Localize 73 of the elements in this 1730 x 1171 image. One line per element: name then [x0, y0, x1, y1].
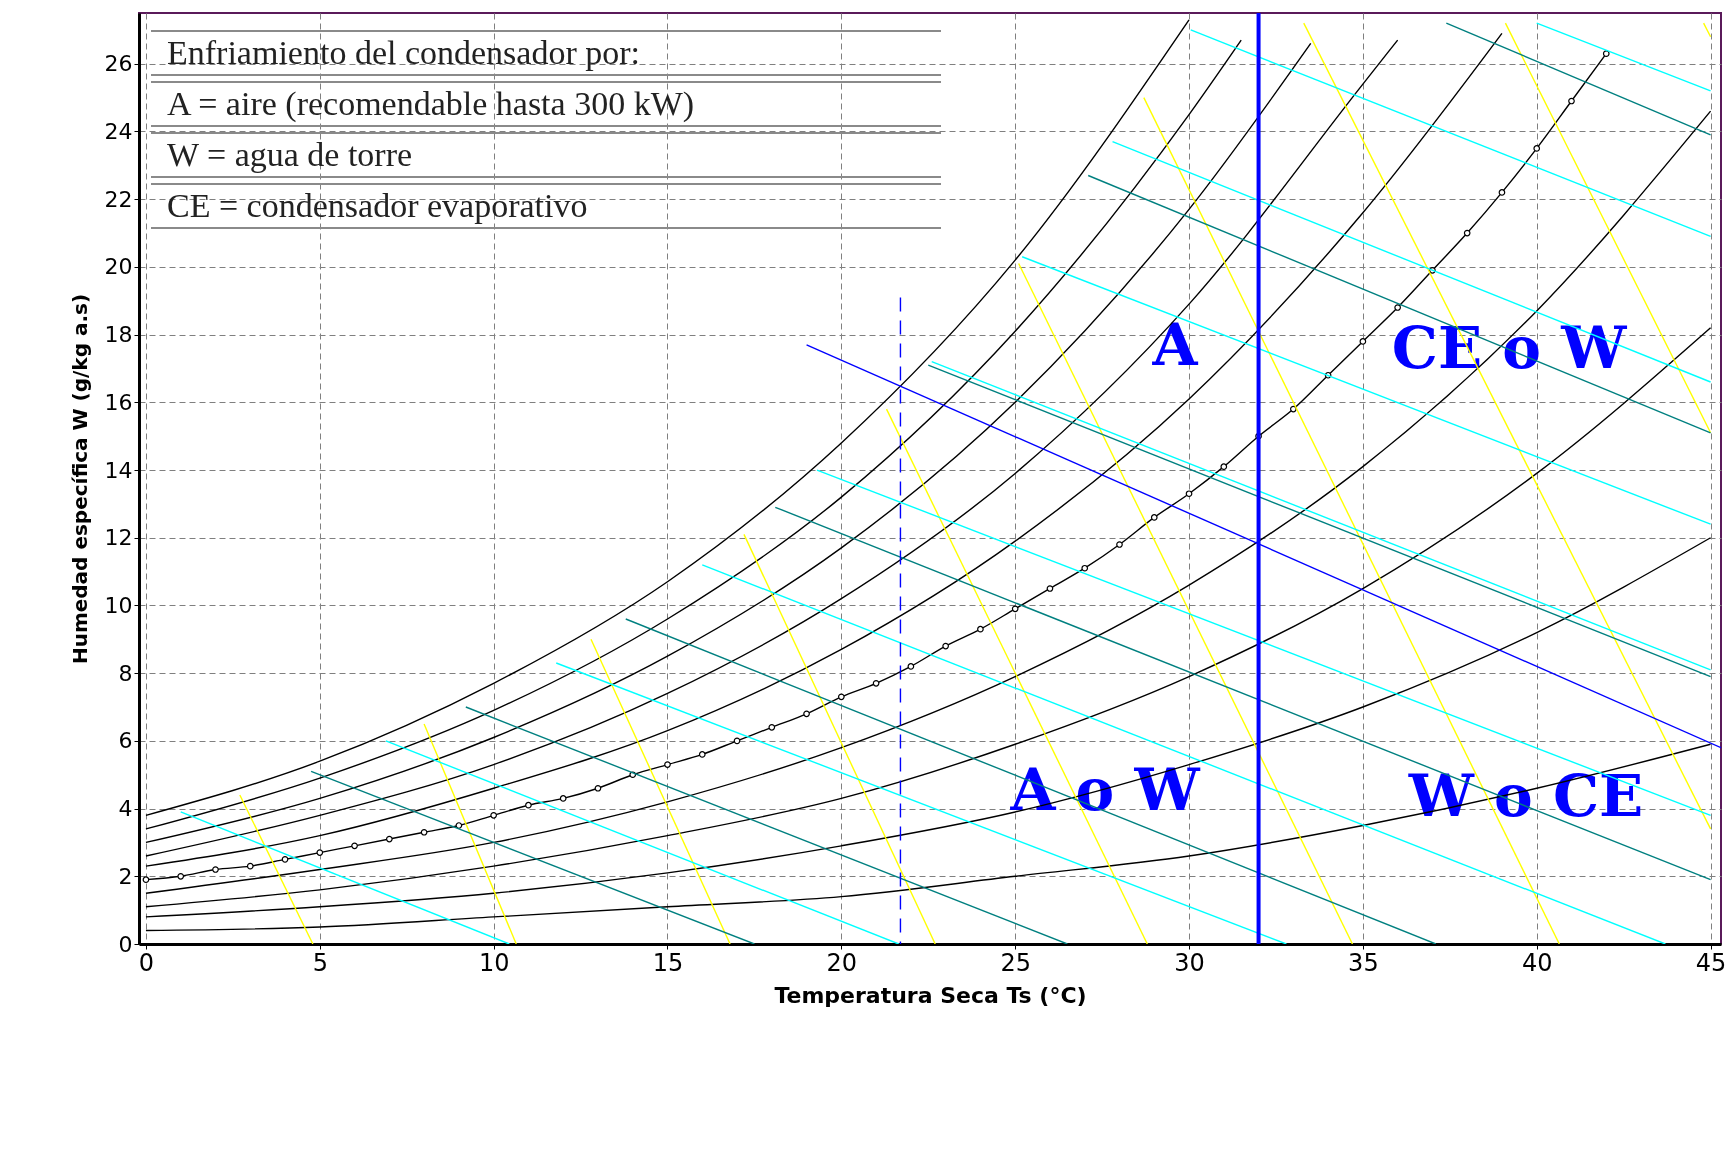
point: [559, 795, 567, 802]
point: [1394, 304, 1401, 311]
point: [1359, 338, 1367, 345]
point: [525, 801, 532, 809]
y-tick-label: 24: [104, 118, 133, 144]
point: [872, 679, 880, 687]
point: [455, 822, 463, 829]
x-tick-label: 45: [1695, 948, 1727, 977]
point: [1602, 50, 1610, 57]
x-axis-title: Temperatura Seca Ts (°C): [774, 982, 1087, 1008]
point: [490, 812, 497, 819]
line-series: [145, 537, 1712, 918]
x-tick-label: 30: [1174, 948, 1205, 977]
point: [698, 751, 706, 758]
point: [177, 872, 185, 880]
point: [942, 642, 949, 650]
x-tick-label: 15: [652, 948, 684, 977]
point: [420, 828, 428, 836]
point: [1463, 229, 1471, 237]
point: [281, 856, 289, 863]
point: [1150, 514, 1158, 521]
y-tick-label: 8: [118, 660, 133, 686]
y-tick-label: 26: [104, 51, 133, 77]
point: [1046, 585, 1054, 592]
point: [594, 784, 602, 792]
point: [1290, 405, 1297, 413]
point: [629, 771, 637, 779]
x-tick-label: 40: [1521, 948, 1553, 977]
point: [733, 737, 741, 745]
y-tick-label: 14: [104, 457, 133, 483]
y-tick-label: 10: [104, 592, 133, 618]
y-axis-title: Humedad específica W (g/kg a.s): [67, 293, 92, 665]
point: [212, 866, 219, 873]
y-tick-label: 4: [118, 796, 133, 822]
point: [1220, 463, 1228, 470]
y-tick-label: 16: [104, 389, 133, 415]
point: [977, 625, 984, 633]
point: [351, 842, 358, 850]
annotation: A: [1151, 311, 1199, 379]
point: [1185, 490, 1193, 498]
annotation: W = agua de torre: [167, 136, 413, 173]
x-tick-label: 25: [1000, 948, 1031, 977]
point: [1081, 564, 1089, 572]
point: [386, 835, 393, 843]
x-tick-label: 35: [1348, 948, 1379, 977]
annotation: CE = condensador evaporativo: [167, 187, 588, 224]
y-tick-label: 22: [104, 186, 133, 212]
annotation: A = aire (recomendable hasta 300 kW): [167, 85, 695, 123]
y-tick-label: 2: [118, 863, 133, 889]
y-tick-label: 6: [118, 728, 133, 754]
point: [803, 710, 810, 718]
point: [246, 862, 254, 870]
y-tick-label: 20: [104, 254, 133, 280]
y-tick-label: 18: [104, 322, 133, 348]
y-tick-label: 12: [104, 525, 133, 551]
point: [1011, 605, 1019, 613]
x-tick-label: 10: [478, 948, 510, 977]
point: [1498, 189, 1506, 196]
line-series: [145, 743, 1712, 932]
x-tick-label: 20: [826, 948, 858, 977]
point: [316, 849, 324, 856]
point: [1533, 145, 1541, 152]
x-tick-label: 0: [138, 948, 155, 977]
point: [768, 724, 776, 731]
annotation: Enfriamiento del condensador por:: [167, 34, 641, 71]
point: [664, 761, 671, 768]
point: [1568, 97, 1575, 105]
point: [838, 693, 845, 701]
x-tick-label: 5: [312, 948, 328, 977]
point: [907, 663, 915, 670]
point: [142, 876, 150, 884]
point: [1116, 541, 1123, 548]
y-tick-label: 0: [118, 931, 133, 957]
